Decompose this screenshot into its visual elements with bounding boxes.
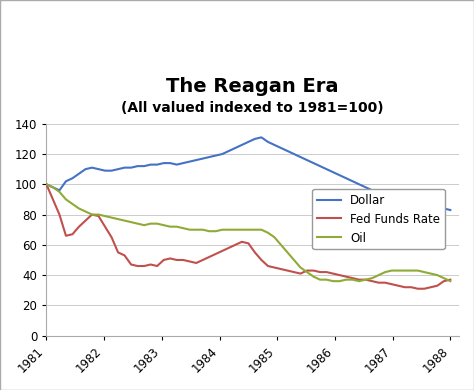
Line: Oil: Oil	[46, 184, 450, 281]
Dollar	[447, 208, 453, 213]
Oil	[44, 182, 49, 187]
Oil	[246, 227, 251, 232]
Text: The Reagan Era: The Reagan Era	[166, 77, 339, 96]
Line: Fed Funds Rate: Fed Funds Rate	[46, 184, 450, 289]
Dollar	[155, 162, 160, 167]
Oil	[155, 221, 160, 226]
Dollar	[44, 182, 49, 187]
Fed Funds Rate	[233, 243, 238, 247]
Text: (All valued indexed to 1981=100): (All valued indexed to 1981=100)	[121, 101, 384, 115]
Dollar	[330, 170, 336, 174]
Oil	[167, 224, 173, 229]
Oil	[233, 227, 238, 232]
Fed Funds Rate	[44, 182, 49, 187]
Dollar	[233, 145, 238, 150]
Fed Funds Rate	[246, 241, 251, 246]
Line: Dollar: Dollar	[46, 137, 450, 210]
Dollar	[441, 206, 447, 211]
Legend: Dollar, Fed Funds Rate, Oil: Dollar, Fed Funds Rate, Oil	[312, 189, 445, 249]
Dollar	[246, 140, 251, 144]
Oil	[447, 279, 453, 284]
Fed Funds Rate	[447, 277, 453, 282]
Dollar	[167, 161, 173, 165]
Fed Funds Rate	[441, 279, 447, 284]
Fed Funds Rate	[155, 264, 160, 268]
Dollar	[258, 135, 264, 140]
Fed Funds Rate	[167, 256, 173, 261]
Oil	[324, 277, 329, 282]
Fed Funds Rate	[324, 270, 329, 275]
Oil	[441, 276, 447, 280]
Fed Funds Rate	[415, 286, 420, 291]
Oil	[330, 279, 336, 284]
